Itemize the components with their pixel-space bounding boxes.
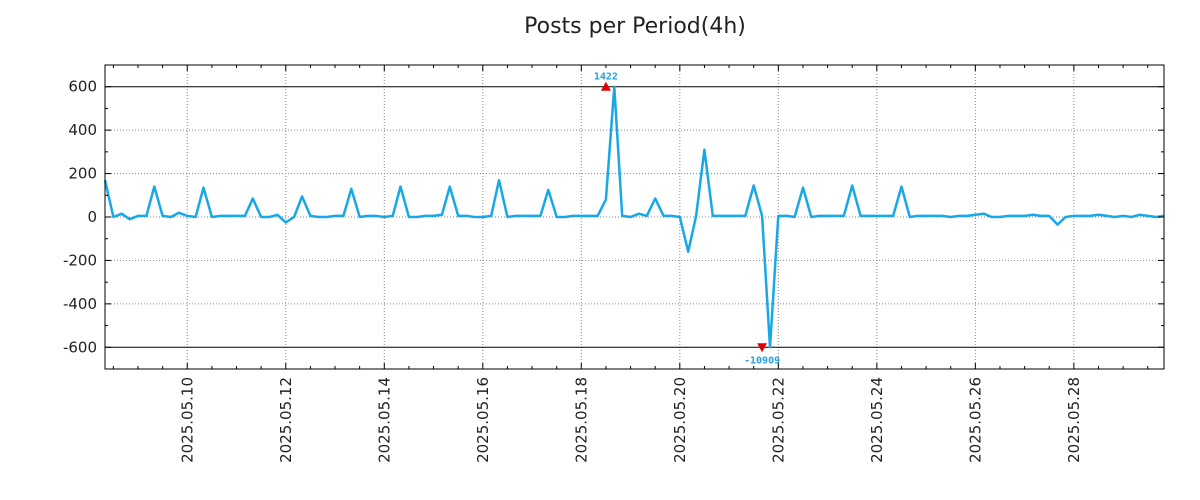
tick-marks: [105, 64, 1164, 370]
y-tick-label: 200: [68, 165, 97, 183]
y-tick-label: 400: [68, 121, 97, 139]
x-tick-label: 2025.05.22: [769, 377, 787, 463]
annotation-label: -10909: [744, 355, 780, 366]
x-tick-label: 2025.05.16: [474, 377, 492, 463]
x-tick-label: 2025.05.12: [277, 377, 295, 463]
chart-title: Posts per Period(4h): [524, 14, 746, 39]
x-tick-label: 2025.05.10: [178, 377, 196, 463]
x-tick-label: 2025.05.26: [966, 377, 984, 463]
x-tick-label: 2025.05.20: [671, 377, 689, 463]
series-line: [103, 85, 1165, 349]
max-marker: [600, 81, 611, 91]
x-tick-labels: 2025.05.10 2025.05.12 2025.05.14 2025.05.16…: [178, 377, 1083, 463]
y-tick-label: -400: [63, 295, 97, 313]
x-tick-label: 2025.05.18: [572, 377, 590, 463]
min-marker: [757, 343, 768, 353]
y-tick-label: -600: [63, 338, 97, 356]
x-tick-label: 2025.05.14: [375, 377, 393, 463]
annotation-label: 1422: [594, 72, 618, 83]
x-tick-label: 2025.05.24: [868, 377, 886, 463]
x-tick-label: 2025.05.28: [1065, 377, 1083, 463]
y-tick-labels: -600 -400 -200 0 200 400 600: [63, 78, 97, 357]
annotations-layer: 1422 -10909: [594, 72, 780, 367]
y-tick-label: -200: [63, 251, 97, 269]
y-tick-label: 0: [87, 208, 97, 226]
grid-layer: [105, 65, 1164, 369]
reference-lines: [105, 86, 1164, 348]
series-layer: [103, 85, 1165, 349]
y-tick-label: 600: [68, 78, 97, 96]
